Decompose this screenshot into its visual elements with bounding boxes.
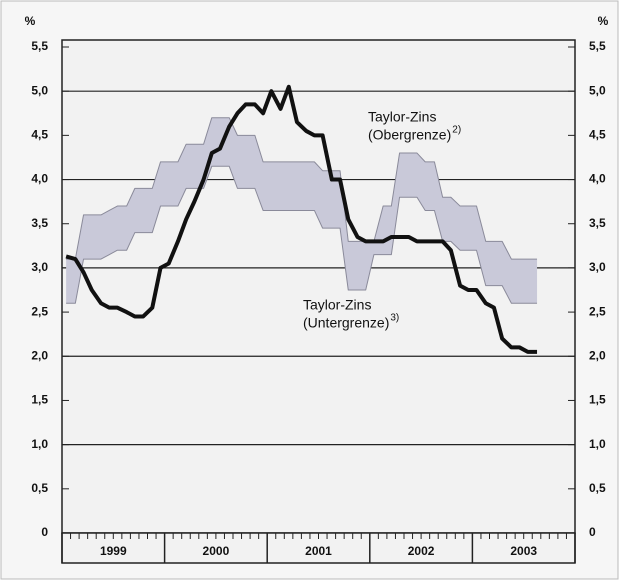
annotation: (Obergrenze) — [368, 127, 451, 143]
y-tick-label-right: 5,0 — [589, 83, 606, 97]
y-tick-label: 0 — [41, 525, 48, 539]
y-tick-label: 4,0 — [31, 172, 48, 186]
band-edge — [66, 165, 538, 304]
y-tick-label: 5,0 — [31, 83, 48, 97]
annotation-sup: 3) — [390, 313, 399, 324]
y-tick-label: 0,5 — [31, 481, 48, 495]
rate-line — [65, 84, 538, 354]
y-tick-label: 3,5 — [31, 216, 48, 230]
x-tick-label: 2002 — [408, 544, 435, 558]
y-tick-label-right: 0 — [589, 525, 596, 539]
y-tick-label: 5,5 — [31, 39, 48, 53]
y-tick-label: 4,5 — [31, 128, 48, 142]
y-tick-label: 3,0 — [31, 260, 48, 274]
y-tick-label: 2,0 — [31, 348, 48, 362]
y-tick-label: 1,0 — [31, 437, 48, 451]
x-tick-label: 2001 — [305, 544, 332, 558]
y-tick-label-right: 4,0 — [589, 172, 606, 186]
y-tick-label-right: 3,5 — [589, 216, 606, 230]
annotation-sup: 2) — [452, 125, 461, 136]
y-tick-label-right: 5,5 — [589, 39, 606, 53]
y-tick-label-right: 1,5 — [589, 393, 606, 407]
plot-area — [61, 39, 576, 534]
y-label-right: % — [598, 14, 609, 28]
band-edge — [66, 117, 538, 260]
annotation: Taylor-Zins — [303, 297, 371, 313]
x-tick-label: 1999 — [100, 544, 127, 558]
x-tick-label: 2003 — [510, 544, 537, 558]
y-tick-label-right: 1,0 — [589, 437, 606, 451]
y-tick-label-right: 2,0 — [589, 348, 606, 362]
annotation: Taylor-Zins — [368, 109, 436, 125]
y-tick-label-right: 0,5 — [589, 481, 606, 495]
y-tick-label-right: 4,5 — [589, 128, 606, 142]
y-tick-label-right: 3,0 — [589, 260, 606, 274]
x-tick-label: 2000 — [203, 544, 230, 558]
y-tick-label-right: 2,5 — [589, 304, 606, 318]
annotation: (Untergrenze) — [303, 315, 389, 331]
y-tick-label: 1,5 — [31, 393, 48, 407]
y-label: % — [25, 14, 36, 28]
y-tick-label: 2,5 — [31, 304, 48, 318]
